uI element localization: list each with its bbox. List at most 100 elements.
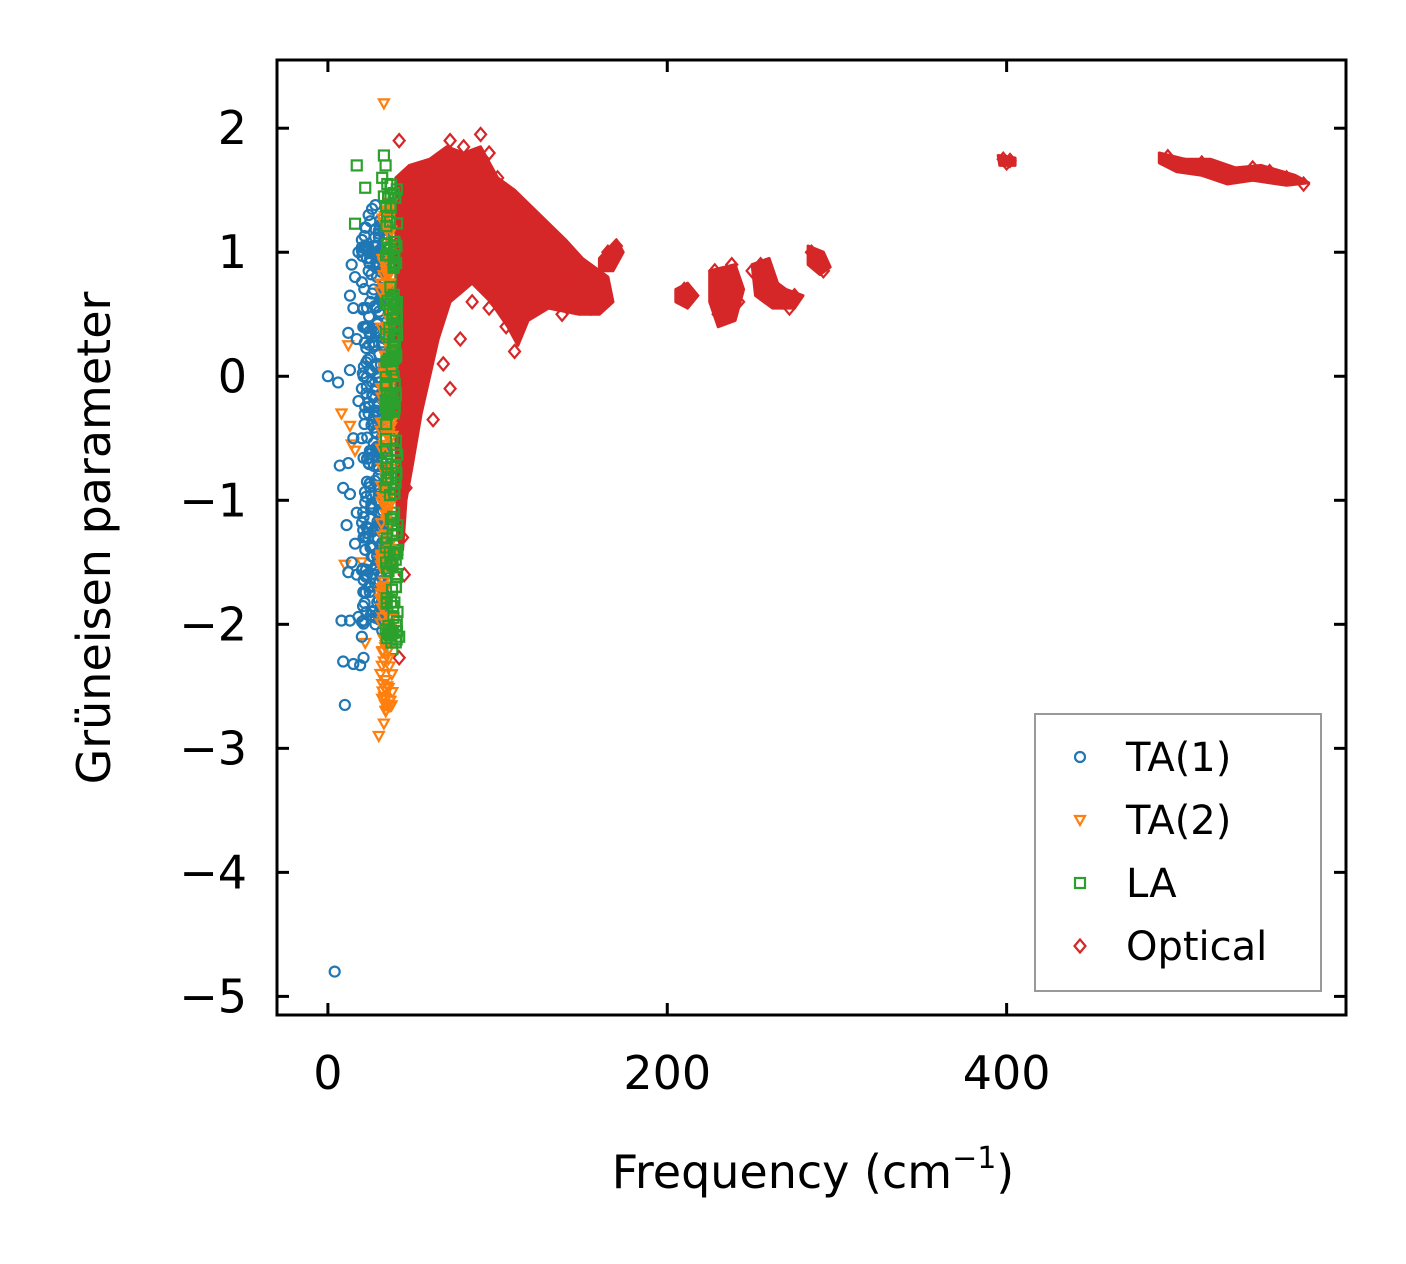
cluster-point-2-155 (389, 571, 402, 584)
cluster-point-0-212 (358, 596, 371, 610)
point-optical-50 (677, 281, 692, 298)
point-ta-2--7 (358, 637, 373, 651)
point-ta-1--9 (355, 630, 368, 643)
point-optical-59 (753, 256, 768, 273)
series-optical (392, 126, 1311, 667)
x-tick-label-0: 0 (313, 1046, 342, 1100)
cluster-point-2-120 (382, 623, 395, 636)
point-ta-1--24 (321, 370, 335, 383)
point-optical-31 (609, 237, 624, 255)
cluster-point-2-149 (380, 220, 393, 233)
cluster-point-1-60 (380, 222, 395, 235)
point-optical-45 (487, 244, 502, 261)
cluster-point-2-158 (382, 404, 395, 418)
point-optical-63 (782, 299, 797, 317)
x-tick-label-2: 400 (963, 1046, 1051, 1100)
point-optical-32 (507, 343, 522, 360)
point-ta-1--27 (342, 326, 355, 339)
point-ta-1--23 (331, 376, 345, 389)
point-optical-67 (816, 262, 831, 280)
cluster-point-2-52 (379, 328, 393, 341)
cluster-point-0-209 (357, 585, 370, 599)
cluster-la (379, 178, 404, 649)
point-optical-11 (431, 182, 446, 199)
point-optical-43 (453, 330, 468, 348)
point-ta-2--4 (344, 439, 359, 452)
y-tick-label-5: −3 (179, 721, 247, 775)
cluster-point-2-157 (385, 625, 398, 638)
point-ta-1--13 (348, 537, 362, 550)
cluster-point-1-158 (380, 268, 394, 281)
point-optical-75 (1228, 167, 1243, 184)
point-ta-2--5 (341, 340, 356, 353)
point-ta-2--2 (334, 408, 349, 421)
cluster-point-0-187 (358, 229, 371, 243)
point-optical-2 (392, 649, 407, 667)
cluster-point-2-4 (387, 370, 400, 383)
point-ta-1--12 (345, 556, 358, 569)
x-axis-title-base: Frequency (cm (612, 1145, 952, 1199)
cluster-point-2-143 (387, 611, 400, 624)
cluster-point-0-110 (360, 341, 373, 355)
cluster-point-0-125 (355, 615, 369, 628)
cluster-point-2-159 (388, 235, 401, 249)
point-optical-56 (724, 256, 739, 273)
point-optical-10 (426, 411, 441, 428)
cluster-point-0-173 (360, 380, 373, 393)
legend-label-ta-1-: TA(1) (1125, 735, 1231, 781)
point-optical-35 (465, 293, 480, 311)
point-optical-0 (392, 132, 407, 149)
cluster-point-2-115 (380, 532, 393, 545)
point-optical-47 (538, 281, 553, 298)
cluster-point-0-124 (364, 489, 378, 502)
y-tick-label-2: 0 (218, 349, 247, 403)
y-tick-label-6: −4 (179, 845, 247, 899)
point-optical-9 (419, 318, 434, 335)
point-ta-1--3 (347, 657, 360, 671)
point-ta-1--16 (343, 487, 357, 501)
cluster-point-2-24 (384, 280, 397, 294)
point-optical-26 (567, 281, 581, 298)
cluster-point-0-210 (363, 477, 376, 490)
x-tick-label-1: 200 (623, 1046, 711, 1100)
point-optical-8 (414, 343, 429, 360)
point-ta-2--1 (343, 420, 357, 434)
point-optical-58 (745, 262, 760, 280)
point-la-2 (348, 217, 362, 230)
y-tick-label-4: −2 (179, 597, 247, 651)
cluster-point-0-99 (357, 301, 370, 315)
cluster-point-0-140 (363, 585, 376, 598)
cluster-point-1-98 (384, 669, 399, 682)
point-optical-4 (399, 479, 413, 497)
point-optical-54 (711, 306, 726, 323)
point-optical-46 (521, 256, 536, 273)
point-optical-22 (533, 231, 547, 249)
point-ta-1--1 (338, 698, 351, 712)
point-ta-1--5 (357, 651, 370, 664)
cluster-point-0-155 (363, 338, 376, 351)
legend-marker-la (1073, 876, 1087, 890)
point-la-4 (379, 159, 392, 172)
point-optical-28 (583, 299, 598, 317)
cluster-point-2-140 (381, 294, 394, 307)
cluster-point-1-156 (384, 700, 399, 713)
cluster-point-2-136 (388, 257, 401, 270)
cluster-point-2-104 (382, 472, 395, 485)
cluster-point-1-90 (373, 278, 388, 291)
y-tick-label-0: 2 (218, 101, 247, 155)
cluster-point-2-150 (389, 386, 402, 399)
cluster-point-2-116 (387, 510, 400, 523)
point-ta-2--8 (354, 557, 369, 570)
point-optical-79 (1296, 175, 1311, 193)
point-optical-44 (470, 268, 485, 286)
cluster-point-2-127 (380, 418, 393, 431)
point-optical-53 (707, 262, 722, 280)
cluster-point-2-139 (384, 199, 397, 212)
point-optical-15 (473, 126, 488, 143)
point-optical-60 (758, 281, 773, 298)
point-ta-2--10 (377, 718, 391, 731)
cluster-point-0-189 (357, 510, 370, 524)
cluster-point-2-112 (386, 346, 399, 359)
cluster-point-2-134 (383, 321, 396, 334)
cluster-point-2-32 (388, 378, 401, 391)
